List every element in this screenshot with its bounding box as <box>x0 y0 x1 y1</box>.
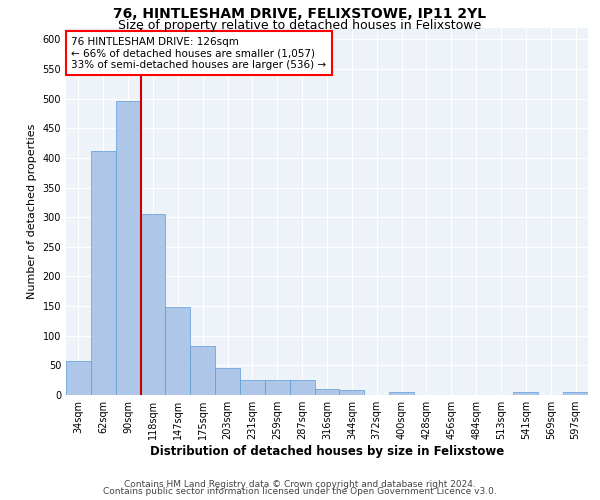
Text: 76, HINTLESHAM DRIVE, FELIXSTOWE, IP11 2YL: 76, HINTLESHAM DRIVE, FELIXSTOWE, IP11 2… <box>113 8 487 22</box>
Bar <box>91 151 116 395</box>
X-axis label: Distribution of detached houses by size in Felixstowe: Distribution of detached houses by size … <box>150 445 504 458</box>
Text: Contains public sector information licensed under the Open Government Licence v3: Contains public sector information licen… <box>103 487 497 496</box>
Text: Size of property relative to detached houses in Felixstowe: Size of property relative to detached ho… <box>118 18 482 32</box>
Bar <box>140 214 166 395</box>
Bar <box>563 392 588 395</box>
Bar <box>290 380 314 395</box>
Bar <box>190 346 215 395</box>
Bar <box>215 368 240 395</box>
Bar <box>240 380 265 395</box>
Bar <box>166 306 190 395</box>
Bar <box>389 392 414 395</box>
Bar <box>116 101 140 395</box>
Y-axis label: Number of detached properties: Number of detached properties <box>27 124 37 299</box>
Text: Contains HM Land Registry data © Crown copyright and database right 2024.: Contains HM Land Registry data © Crown c… <box>124 480 476 489</box>
Bar <box>66 360 91 395</box>
Bar <box>314 389 340 395</box>
Bar <box>340 390 364 395</box>
Bar <box>265 380 290 395</box>
Bar <box>514 392 538 395</box>
Text: 76 HINTLESHAM DRIVE: 126sqm
← 66% of detached houses are smaller (1,057)
33% of : 76 HINTLESHAM DRIVE: 126sqm ← 66% of det… <box>71 36 326 70</box>
